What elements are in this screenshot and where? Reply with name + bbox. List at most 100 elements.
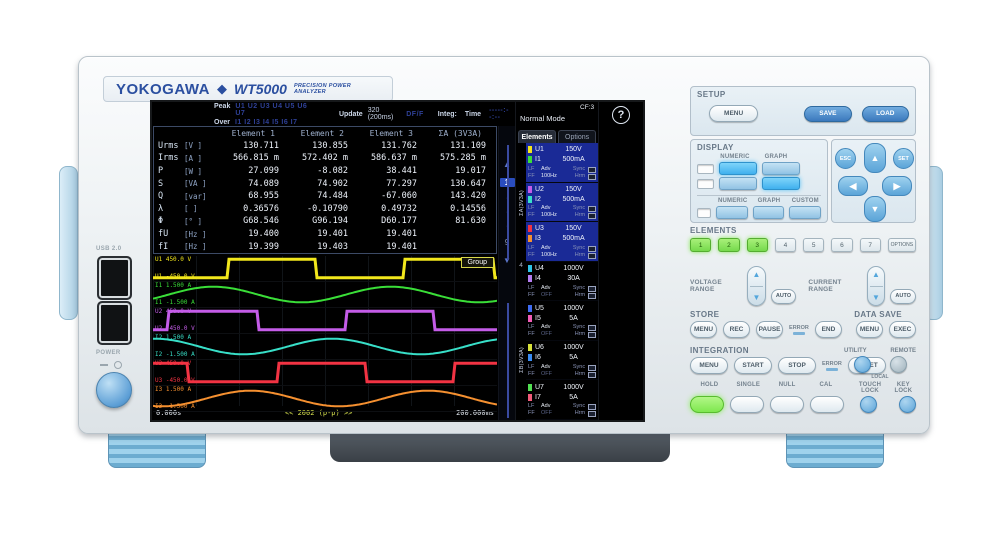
trace-max-label: U2 450.0 V [155,308,192,315]
channel-name: I2 [535,195,541,203]
element-4-number: 4 [519,262,523,270]
channel-color-icon [528,275,532,283]
graph-key-full[interactable] [752,206,785,219]
numeric-key-upper[interactable] [719,162,757,175]
pause-button[interactable]: PAUSE [756,321,784,338]
tab-options[interactable]: Options [558,130,597,143]
right-foot [786,430,884,468]
lf-ff-labels: LF FF [528,324,535,338]
page-last[interactable]: 9 [504,238,510,247]
current-auto-button[interactable]: AUTO [890,288,916,304]
save-button[interactable]: SAVE [804,105,852,122]
options-button[interactable]: OPTIONS [887,238,916,252]
help-icon: ? [612,106,631,124]
key-lock-button[interactable] [899,396,916,413]
setup-menu-button[interactable]: MENU [709,105,759,122]
numeric-key-full[interactable] [716,206,748,219]
left-arrow-button[interactable]: ◀ [838,176,868,196]
current-range-rocker[interactable]: ▲ ▼ [866,266,886,306]
page-up-icon[interactable]: ▲ [503,160,511,169]
element-key-7[interactable]: 7 [859,238,881,252]
element-key-6[interactable]: 6 [831,238,853,252]
current-up-icon[interactable]: ▲ [872,270,880,279]
element-row-5[interactable]: U5 1000V I5 5A LF FF Adv OFF Sync Hrm [526,301,599,341]
utility-remote-section: UTILITY REMOTE LOCAL [844,348,916,380]
column-header: Element 2 [300,128,344,138]
row-name: fI [158,241,169,252]
cal-button[interactable] [810,396,844,413]
cell-value: G68.546 [243,216,279,227]
sync-hrm-boxes [588,245,597,259]
element-sidebar: CF:3 Normal Mode Elements Options ΣA(3V3A… [507,102,599,421]
element-key-4[interactable]: 4 [774,238,796,252]
single-button[interactable] [730,396,764,413]
tab-elements[interactable]: Elements [518,130,557,143]
current-down-icon[interactable]: ▼ [872,293,880,302]
channel-range: 1000V [563,383,584,391]
channel-name: U4 [535,265,544,273]
group-tag[interactable]: Group [460,257,494,268]
element-row-6[interactable]: U6 1000V I6 5A LF FF Adv OFF Sync Hrm [526,341,599,381]
custom-key[interactable] [789,206,821,219]
usb-port-2[interactable] [97,301,132,345]
set-button[interactable]: SET [893,148,914,169]
page-down-icon[interactable]: ▼ [503,256,511,265]
start-button[interactable]: START [734,357,772,374]
hold-button[interactable] [690,396,724,413]
stop-button[interactable]: STOP [778,357,816,374]
usb-port-1[interactable] [97,256,132,300]
element-row-4[interactable]: U4 1000V I4 30A LF FF Adv OFF Sync Hrm [526,262,599,302]
help-button[interactable]: ? [612,102,631,128]
row-name: Irms [158,153,179,164]
adv-freq: Adv 100Hz [541,165,557,179]
element-row-7[interactable]: U7 1000V I7 5A LF FF Adv OFF Sync Hrm [526,380,599,421]
esc-button[interactable]: ESC [835,148,856,169]
rec-button[interactable]: REC [723,321,751,338]
up-arrow-button[interactable]: ▲ [864,143,886,173]
trace-min-label: I1 -1.500 A [155,299,195,306]
datasave-menu-button[interactable]: MENU [855,321,883,338]
element-row-3[interactable]: U3 150V I3 500mA LF FF Adv 100Hz Sync Hrm [526,222,599,262]
load-button[interactable]: LOAD [861,105,909,122]
channel-range: 500mA [562,156,585,164]
element-key-3[interactable]: 3 [746,238,768,252]
right-arrow-button[interactable]: ▶ [882,176,912,196]
end-button[interactable]: END [814,321,842,338]
voltage-auto-button[interactable]: AUTO [770,288,797,304]
graph-key-lower[interactable] [762,177,800,190]
sync-hrm-boxes [588,285,597,299]
voltage-range-rocker[interactable]: ▲ ▼ [747,266,766,306]
group-a-bracket: ΣA(3V3A) [507,145,535,261]
trace-min-label: U2 -450.0 V [155,325,195,332]
lf-ff-labels: LF FF [528,284,535,298]
exec-button[interactable]: EXEC [888,321,916,338]
element-key-2[interactable]: 2 [718,238,740,252]
graph-label: GRAPH [764,154,788,160]
voltage-up-icon[interactable]: ▲ [752,270,761,279]
row-unit: [V ] [184,141,203,151]
graph-key-upper[interactable] [762,162,800,175]
channel-line: U1 150V [528,145,596,155]
null-button[interactable] [770,396,804,413]
trace-min-label: I2 -1.500 A [155,351,195,358]
channel-color-icon [528,146,532,154]
page-current[interactable]: 1 [499,178,515,187]
voltage-down-icon[interactable]: ▼ [752,293,761,302]
store-menu-button[interactable]: MENU [690,321,718,338]
down-arrow-button[interactable]: ▼ [864,196,886,222]
element-key-5[interactable]: 5 [803,238,825,252]
page-selector: ▲ 1 · · · 9 ▼ [498,126,515,420]
integration-menu-button[interactable]: MENU [690,357,728,374]
power-button[interactable] [96,372,132,408]
element-row-2[interactable]: U2 150V I2 500mA LF FF Adv 100Hz Sync Hrm [526,182,599,223]
utility-label: UTILITY [844,348,867,354]
remote-button[interactable] [889,356,907,373]
numeric-key-lower[interactable] [719,177,757,190]
single-label: SINGLE [736,382,761,388]
channel-line: U7 1000V [528,382,596,392]
utility-button[interactable] [853,356,871,373]
element-key-1[interactable]: 1 [690,238,712,252]
element-row-1[interactable]: U1 150V I1 500mA LF FF Adv 100Hz Sync Hrm [526,143,599,183]
update-suffix: DF/F [406,110,424,118]
touch-lock-button[interactable] [860,396,877,413]
